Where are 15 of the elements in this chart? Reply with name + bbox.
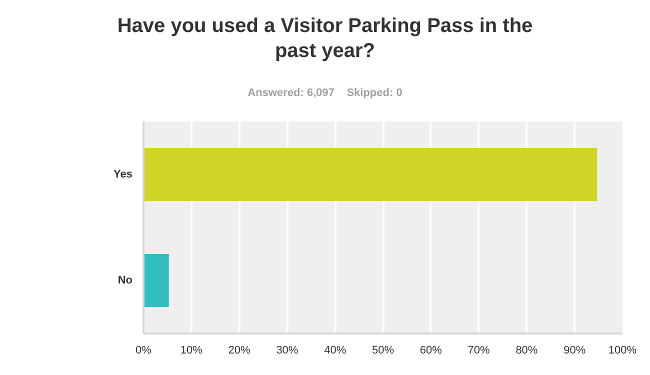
x-tick-label: 100% [608,344,637,356]
y-tick-label: No [118,274,133,286]
x-tick-label: 30% [276,344,298,356]
x-tick-label: 80% [516,344,538,356]
chart-title: Have you used a Visitor Parking Pass in the past year? [117,14,533,64]
x-tick-label: 40% [324,344,346,356]
y-tick-label: Yes [114,168,133,180]
x-tick-label: 0% [136,344,152,356]
chart-subtitle: Answered: 6,097 Skipped: 0 [248,86,402,101]
x-tick-label: 70% [468,344,490,356]
x-tick-label: 90% [564,344,586,356]
x-tick-label: 60% [420,344,442,356]
x-tick-label: 20% [228,344,251,356]
x-tick-label: 10% [180,344,203,356]
x-tick-label: 50% [372,344,394,356]
